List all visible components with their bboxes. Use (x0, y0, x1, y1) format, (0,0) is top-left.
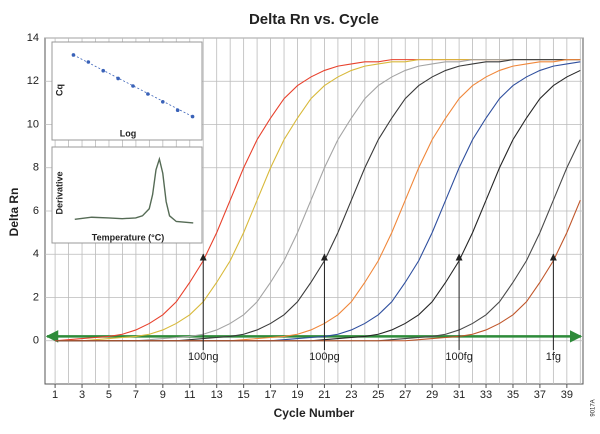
point (175, 108, 180, 113)
x-tick-label: 1 (52, 389, 58, 401)
annotation-label: 100fg (445, 351, 473, 363)
y-tick-label: 0 (33, 335, 39, 347)
y-tick-label: 2 (33, 291, 39, 303)
x-tick-label: 27 (399, 389, 411, 401)
point (71, 53, 76, 57)
inset-frame (51, 41, 203, 141)
y-tick-label: 6 (33, 205, 39, 217)
x-tick-label: 11 (184, 389, 195, 401)
point (86, 60, 91, 64)
standard-curve-inset (71, 53, 195, 119)
point (160, 99, 165, 104)
x-tick-label: 9 (160, 389, 166, 401)
melt-curve-inset (74, 156, 194, 224)
inset-x-label: Log (120, 128, 137, 138)
x-tick-label: 35 (507, 389, 519, 401)
annotation-label: 100ng (188, 351, 219, 363)
x-tick-label: 21 (318, 389, 330, 401)
x-tick-label: 39 (561, 389, 573, 401)
x-tick-label: 37 (534, 389, 546, 401)
x-tick-label: 19 (291, 389, 303, 401)
x-tick-label: 5 (106, 389, 112, 401)
inset-y-label: Derivative (54, 171, 64, 214)
y-axis-title: Delta Rn (7, 188, 21, 237)
y-tick-label: 12 (27, 75, 39, 87)
point (190, 114, 195, 119)
x-tick-label: 31 (453, 389, 465, 401)
chart-title: Delta Rn vs. Cycle (249, 11, 379, 28)
inset-y-label: Cq (54, 84, 64, 96)
x-tick-label: 25 (372, 389, 384, 401)
figure-code: 9017A (591, 399, 597, 416)
y-tick-label: 10 (27, 118, 39, 130)
x-tick-label: 15 (238, 389, 250, 401)
series-line (55, 199, 581, 342)
series-line (74, 156, 194, 224)
y-tick-label: 8 (33, 162, 39, 174)
annotation-label: 100pg (309, 351, 340, 363)
x-tick-label: 23 (345, 389, 357, 401)
x-tick-label: 3 (79, 389, 85, 401)
y-tick-label: 14 (27, 32, 39, 44)
annotation-label: 1fg (546, 351, 561, 363)
point (146, 92, 150, 96)
x-tick-label: 7 (133, 389, 139, 401)
point (101, 68, 106, 73)
x-axis-title: Cycle Number (274, 406, 355, 420)
inset-frame (51, 146, 203, 244)
point (131, 84, 135, 88)
x-tick-label: 17 (264, 389, 276, 401)
x-tick-label: 29 (426, 389, 438, 401)
x-tick-label: 33 (480, 389, 492, 401)
point (116, 76, 120, 81)
x-tick-label: 13 (211, 389, 223, 401)
y-tick-label: 4 (33, 248, 39, 260)
inset-x-label: Temperature (°C) (92, 232, 164, 242)
